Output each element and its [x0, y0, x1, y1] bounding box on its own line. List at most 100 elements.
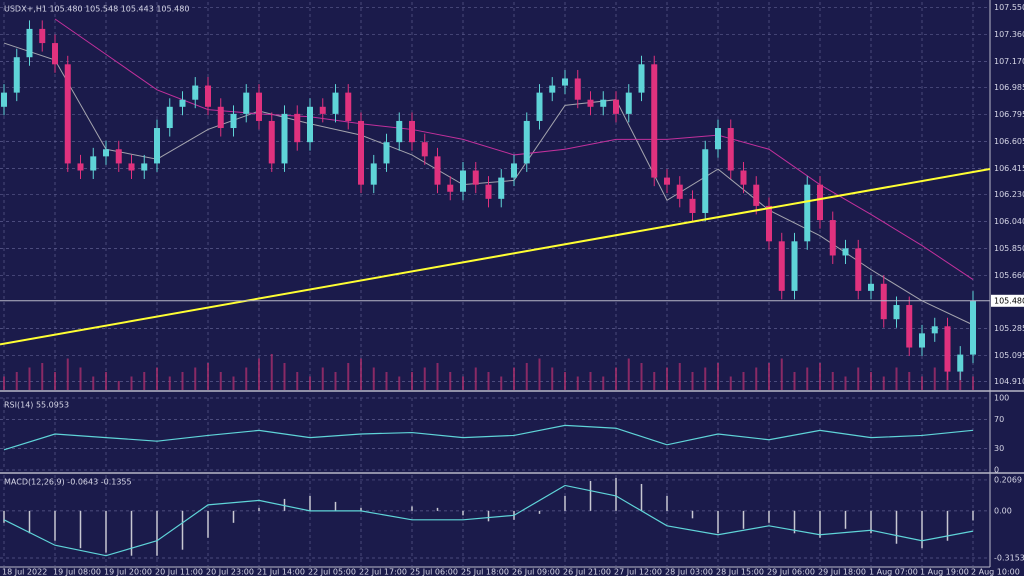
volume-bar	[245, 367, 248, 390]
volume-bar	[449, 372, 452, 390]
candle-body	[243, 92, 250, 114]
y-tick-label: 0.00	[994, 506, 1012, 515]
volume-bar	[691, 372, 694, 390]
volume-bar	[729, 376, 732, 390]
volume-bar	[870, 372, 872, 390]
candle-body	[205, 85, 211, 107]
candle-body	[154, 128, 160, 164]
volume-bar	[296, 372, 299, 390]
volume-bar	[207, 363, 209, 390]
x-tick-label: 28 Jul 15:00	[716, 568, 764, 576]
candle-body	[970, 300, 976, 355]
candle-body	[944, 326, 951, 372]
volume-bar	[819, 363, 821, 390]
x-tick-label: 26 Jul 21:00	[563, 568, 611, 576]
candle-body	[715, 128, 721, 150]
volume-bar	[411, 372, 413, 390]
x-tick-label: 20 Jul 11:00	[155, 568, 203, 576]
candle-body	[613, 99, 619, 114]
volume-bar	[857, 367, 860, 390]
current-price-label: 105.480	[994, 296, 1024, 305]
y-tick-label: 107.170	[994, 57, 1024, 66]
x-tick-label: 25 Jul 06:00	[410, 568, 458, 576]
x-tick-label: 25 Jul 18:00	[461, 568, 509, 576]
candle-body	[868, 283, 874, 291]
y-tick-label: 0.2069	[994, 475, 1022, 484]
candle-body	[268, 120, 275, 164]
candle-body	[498, 177, 505, 199]
y-tick-label: 0	[994, 466, 999, 475]
y-tick-label: 105.850	[994, 244, 1024, 253]
volume-bar	[704, 367, 707, 390]
candle-body	[358, 120, 364, 185]
candle-body	[957, 354, 964, 372]
candle-body	[676, 184, 683, 199]
y-tick-label: 70	[994, 415, 1004, 424]
volume-bar	[436, 363, 439, 390]
candle-body	[919, 333, 925, 348]
volume-bar	[258, 358, 260, 390]
volume-bar	[462, 376, 464, 390]
volume-bar	[360, 358, 362, 390]
x-tick-label: 29 Jul 06:00	[767, 568, 815, 576]
candle-body	[281, 113, 288, 164]
volume-bar	[41, 363, 44, 390]
volume-bar	[385, 372, 388, 390]
volume-bar	[117, 381, 120, 390]
candle-body	[179, 99, 186, 107]
volume-bar	[3, 376, 5, 390]
candle-body	[625, 92, 632, 114]
y-tick-label: 106.230	[994, 190, 1024, 199]
x-tick-label: 1 Aug 19:00	[920, 568, 969, 576]
volume-bar	[844, 376, 847, 390]
candle-body	[90, 156, 97, 171]
x-tick-label: 18 Jul 2022	[2, 568, 47, 576]
x-tick-label: 20 Jul 23:00	[206, 568, 254, 576]
volume-bar	[232, 376, 235, 390]
y-tick-label: 107.360	[994, 30, 1024, 39]
x-tick-label: 2 Aug 10:00	[971, 568, 1020, 576]
volume-bar	[15, 372, 18, 390]
candle-body	[256, 92, 262, 121]
volume-bar	[640, 363, 643, 390]
volume-bar	[487, 372, 490, 390]
volume-bar	[742, 372, 745, 390]
candle-body	[562, 78, 568, 86]
candle-body	[319, 106, 326, 114]
volume-bar	[908, 372, 911, 390]
x-tick-label: 28 Jul 03:00	[665, 568, 713, 576]
volume-bar	[627, 358, 630, 390]
y-tick-label: 106.795	[994, 110, 1024, 119]
panel-title: USDX+,H1 105.480 105.548 105.443 105.480	[4, 5, 189, 14]
volume-bar	[933, 367, 936, 390]
candle-body	[332, 92, 339, 114]
candle-body	[307, 106, 313, 143]
volume-bar	[513, 367, 515, 390]
volume-bar	[564, 372, 566, 390]
candle-body	[472, 170, 479, 185]
candle-body	[664, 177, 670, 185]
candle-body	[651, 64, 658, 178]
y-tick-label: 106.985	[994, 83, 1024, 92]
current-price-box	[991, 294, 1024, 307]
candle-body	[103, 149, 109, 157]
y-tick-label: 107.550	[994, 3, 1024, 12]
x-tick-label: 19 Jul 20:00	[104, 568, 152, 576]
volume-bar	[156, 367, 158, 390]
x-tick-label: 1 Aug 07:00	[869, 568, 918, 576]
candle-body	[880, 283, 887, 320]
volume-bar	[309, 376, 311, 390]
candle-body	[523, 120, 530, 164]
candle-body	[447, 184, 454, 192]
y-tick-label: 105.285	[994, 324, 1024, 333]
volume-bar	[717, 363, 719, 390]
volume-bar	[66, 358, 69, 390]
volume-bar	[334, 372, 337, 390]
candle-body	[702, 149, 709, 213]
volume-bar	[551, 367, 554, 390]
candle-body	[115, 149, 122, 164]
candle-body	[855, 248, 862, 291]
candle-body	[166, 106, 173, 129]
y-tick-label: 106.605	[994, 137, 1024, 146]
